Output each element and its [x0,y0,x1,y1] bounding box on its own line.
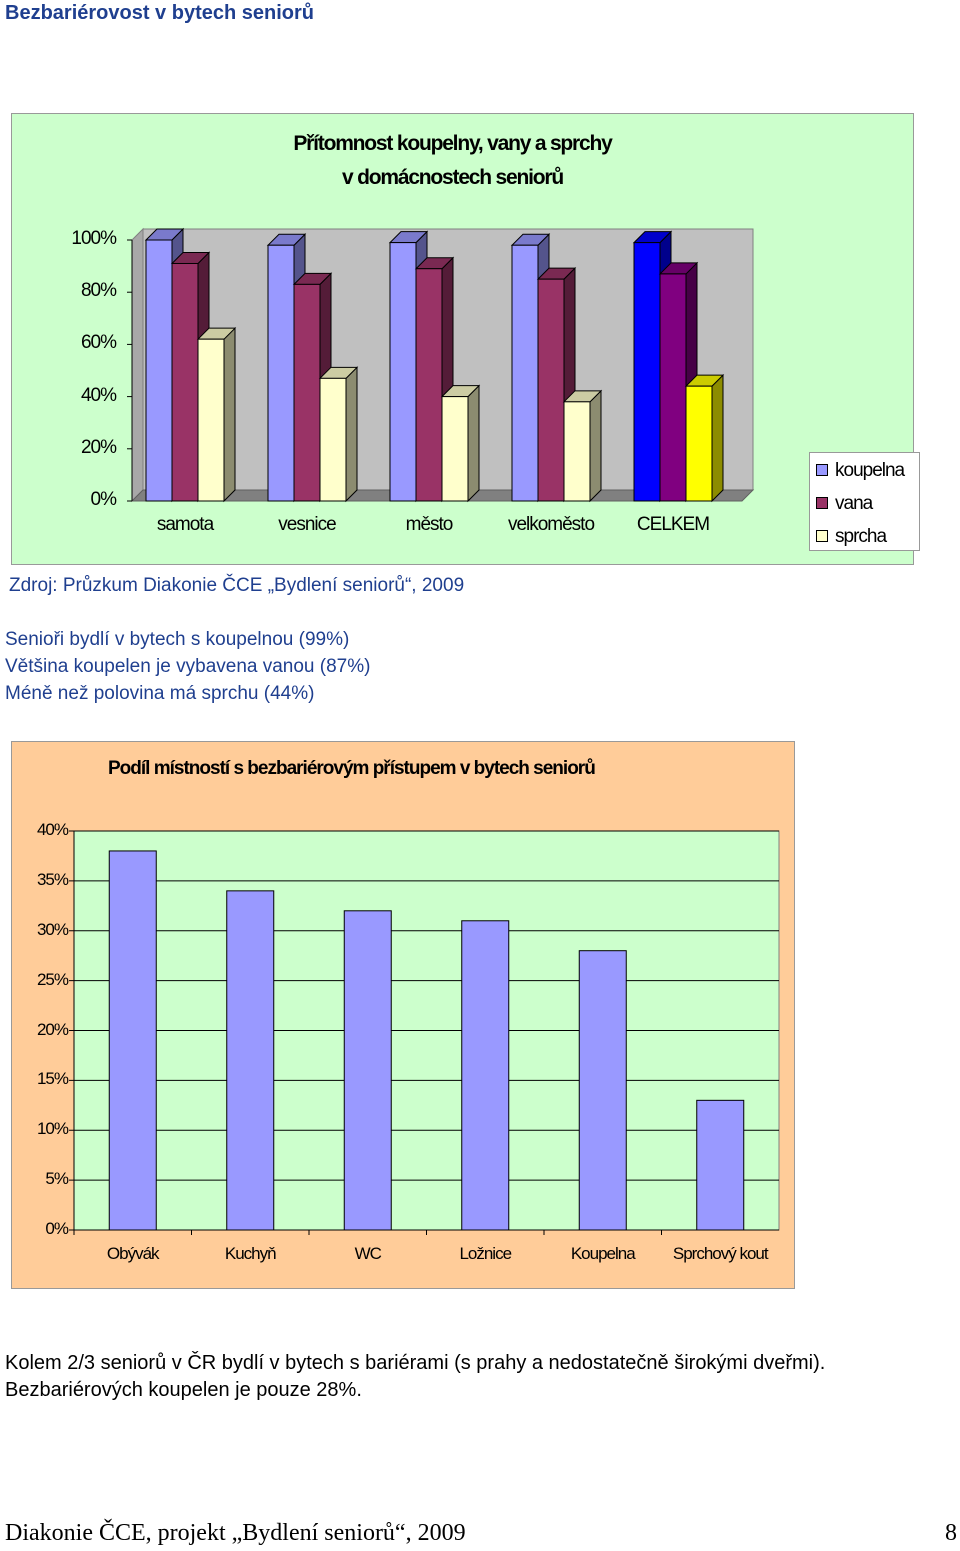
legend-item-sprcha: sprcha [816,526,887,548]
chart2-y-tick-label: 35% [36,869,69,889]
chart2-plot [69,830,780,1235]
legend-label-koupelna: koupelna [835,460,905,481]
bar-side [467,384,480,503]
chart1-y-tick-label: 40% [80,384,117,406]
bar-front [685,385,713,502]
chart2-category-label: WC [354,1244,382,1263]
chart2-y-tick-label: 20% [36,1019,69,1039]
bar-front [415,268,443,502]
bar-front [633,242,661,502]
chart1-category-label: město [405,514,454,535]
chart2-bar-Koupelna [578,950,627,1231]
chart1-bar-sprcha-velkoměsto [562,389,603,503]
chart1-y-tick-label: 100% [71,228,117,249]
chart2-bar-Obývák [108,850,157,1231]
chart2-y-tick-label: 5% [45,1169,69,1189]
bar-side [589,389,602,503]
legend-swatch-koupelna [816,464,828,476]
bar-front [537,278,565,502]
chart2-category-label: Sprchový kout [672,1244,769,1263]
chart1-legend: koupelna vana sprcha [809,452,920,551]
bathroom-presence-chart: Přítomnost koupelny, vany a sprchy v dom… [11,113,920,565]
chart2-bar-Ložnice [461,920,510,1231]
bar-front [659,273,687,502]
chart2-category-label: Koupelna [570,1244,636,1263]
chart1-category-label: samota [156,514,214,535]
chart2-y-tick-label: 30% [36,919,69,939]
chart1-plot [127,227,755,503]
legend-swatch-vana [816,497,828,509]
conclusion-line-2: Bezbariérových koupelen je pouze 28%. [5,1379,362,1401]
chart1-bar-sprcha-CELKEM [684,373,725,503]
bar-front [389,242,417,502]
legend-item-vana: vana [816,493,873,515]
chart2-y-tick-label: 15% [36,1069,69,1089]
chart2-y-tick-label: 10% [36,1119,69,1139]
chart2-bar-WC [343,910,392,1231]
conclusion-line-1: Kolem 2/3 seniorů v ČR bydlí v bytech s … [5,1352,826,1374]
chart1-title-line1: Přítomnost koupelny, vany a sprchy [293,132,612,155]
page-title: Bezbariérovost v bytech seniorů [5,2,314,24]
chart1-bar-sprcha-samota [196,326,237,503]
legend-item-koupelna: koupelna [816,460,905,482]
bar-side [711,373,724,503]
chart2-category-label: Kuchyň [224,1244,277,1263]
bar-side [345,366,358,503]
chart2-y-tick-label: 40% [36,820,69,839]
chart2-category-label: Obývák [106,1244,160,1263]
legend-swatch-sprcha [816,530,828,542]
chart1-y-tick-label: 80% [80,280,117,302]
legend-label-vana: vana [835,493,873,514]
chart1-bar-vana-město [414,256,455,503]
footer-text: Diakonie ČCE, projekt „Bydlení seniorů“,… [5,1520,466,1546]
finding-bathroom: Senioři bydlí v bytech s koupelnou (99%) [5,629,350,650]
chart2-bar-Kuchyň [226,890,275,1231]
chart1-title-line2: v domácnostech seniorů [342,166,564,189]
chart1-bar-sprcha-město [440,384,481,503]
chart2-title: Podíl místností s bezbariérovým přístupe… [108,758,596,779]
bar-front [441,396,469,502]
bar-front [511,244,539,502]
bar-front [563,401,591,502]
bar-front [267,244,295,502]
finding-shower: Méně než polovina má sprchu (44%) [5,683,315,704]
chart1-y-tick-label: 0% [90,489,117,510]
chart1-side-wall [131,227,144,503]
bar-front [145,239,173,502]
chart1-bar-sprcha-vesnice [318,366,359,503]
chart1-category-label: vesnice [278,514,336,535]
chart1-y-tick-label: 60% [80,332,117,354]
page-number: 8 [945,1520,957,1546]
chart1-category-label: velkoměsto [507,514,595,535]
finding-bathtub: Většina koupelen je vybavena vanou (87%) [5,656,371,677]
bar-front [171,262,199,502]
chart2-category-label: Ložnice [459,1244,512,1263]
bar-front [293,283,321,502]
source-note: Zdroj: Průzkum Diakonie ČCE „Bydlení sen… [9,575,465,596]
legend-label-sprcha: sprcha [835,526,887,547]
barrier-free-rooms-chart: Podíl místností s bezbariérovým přístupe… [11,741,795,1289]
bar-front [197,338,225,502]
chart1-y-tick-label: 20% [80,436,117,458]
chart2-bar-Sprchový kout [696,1099,745,1231]
chart2-y-tick-label: 0% [45,1219,69,1238]
chart2-y-tick-label: 25% [36,969,69,989]
bar-side [223,326,236,503]
chart1-category-label: CELKEM [636,514,710,535]
bar-front [319,377,347,502]
